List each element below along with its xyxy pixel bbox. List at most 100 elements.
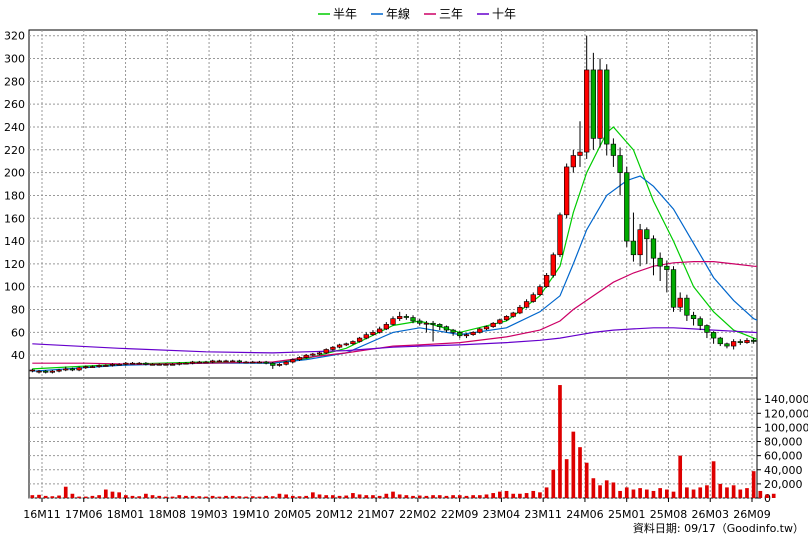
volume-bar	[30, 495, 35, 498]
volume-bar	[471, 495, 475, 498]
volume-bar	[197, 496, 202, 498]
candle-body	[564, 166, 570, 216]
volume-bar	[157, 495, 162, 498]
candle-body	[664, 265, 670, 270]
candle-body	[310, 353, 316, 356]
volume-bar	[250, 496, 255, 498]
candle-body	[584, 69, 590, 153]
candle-body	[417, 320, 423, 324]
price-tick-label: 280	[4, 75, 25, 88]
volume-tick-label: 80,000	[764, 436, 803, 449]
volume-bar	[337, 495, 342, 498]
price-tick-label: 120	[4, 258, 25, 271]
volume-bar	[164, 496, 168, 498]
candle-body	[243, 361, 249, 364]
candle-body	[210, 360, 216, 363]
candle-body	[690, 314, 697, 319]
candle-body	[650, 238, 657, 259]
candle-body	[577, 151, 583, 156]
candle-body	[283, 361, 289, 365]
candle-body	[363, 334, 369, 339]
legend-entry: 十年	[492, 7, 516, 21]
price-tick-label: 240	[4, 121, 25, 134]
volume-bar	[391, 491, 395, 498]
candle-body	[610, 143, 617, 156]
candle-body	[129, 362, 136, 365]
candle-body	[43, 370, 49, 373]
candle-body	[356, 337, 363, 342]
candle-body	[570, 155, 576, 168]
x-tick-label: 26M03	[691, 508, 729, 521]
volume-bar	[230, 495, 235, 498]
candle-body	[737, 341, 743, 343]
volume-bar	[290, 495, 295, 498]
candle-body	[276, 364, 283, 366]
volume-bar	[611, 482, 616, 498]
candle-body	[149, 364, 156, 366]
volume-bar	[217, 496, 222, 498]
candle-body	[490, 322, 496, 327]
candle-body	[423, 322, 430, 325]
candle-body	[543, 275, 550, 288]
volume-bar	[43, 495, 48, 498]
volume-bar	[137, 496, 142, 498]
candle-body	[751, 340, 757, 342]
candle-body	[109, 364, 116, 366]
volume-bar	[571, 431, 576, 498]
volume-bar	[491, 493, 496, 498]
candle-body	[377, 328, 383, 333]
candle-body	[557, 214, 563, 256]
volume-bar	[177, 495, 182, 498]
volume-bar	[404, 495, 409, 498]
candle-body	[537, 286, 543, 296]
price-tick-label: 140	[4, 235, 25, 248]
volume-bar	[270, 496, 275, 498]
price-tick-label: 40	[11, 349, 25, 362]
candle-body	[323, 349, 329, 354]
volume-bar	[297, 496, 302, 498]
volume-bar	[551, 469, 556, 498]
volume-bar	[451, 495, 455, 498]
candle-body	[296, 357, 303, 361]
candle-body	[730, 341, 737, 347]
x-tick-label: 18M01	[107, 508, 145, 521]
candle-body	[89, 366, 96, 368]
volume-bar	[384, 493, 389, 498]
candle-body	[250, 361, 256, 364]
candle-body	[350, 341, 356, 345]
volume-bar	[678, 455, 683, 498]
volume-bar	[377, 495, 382, 498]
volume-bar	[70, 493, 75, 498]
volume-bar	[257, 496, 262, 498]
volume-bar	[464, 495, 469, 498]
candle-body	[483, 326, 490, 330]
candle-body	[143, 362, 149, 365]
candle-body	[196, 361, 202, 364]
volume-bar	[524, 493, 529, 498]
volume-bar	[50, 496, 55, 498]
volume-bar	[364, 495, 369, 498]
candle-body	[96, 365, 102, 367]
price-tick-label: 260	[4, 98, 25, 111]
volume-bar	[344, 495, 349, 498]
volume-bar	[417, 495, 422, 498]
candle-body	[83, 366, 89, 369]
price-tick-label: 100	[4, 281, 25, 294]
volume-bar	[311, 492, 315, 498]
candle-body	[503, 316, 510, 321]
volume-bar	[110, 491, 115, 498]
volume-bar	[484, 494, 489, 498]
candle-body	[530, 294, 536, 302]
x-tick-label: 18M08	[149, 508, 187, 521]
candle-body	[156, 364, 162, 366]
candle-body	[290, 359, 296, 363]
candle-body	[169, 364, 176, 366]
candle-body	[463, 334, 470, 337]
candle-body	[637, 229, 643, 256]
price-tick-label: 320	[4, 30, 25, 43]
candle-body	[590, 69, 597, 139]
candle-body	[644, 229, 650, 240]
candle-body	[183, 362, 189, 365]
volume-bar	[644, 489, 649, 498]
volume-bar	[324, 495, 329, 498]
